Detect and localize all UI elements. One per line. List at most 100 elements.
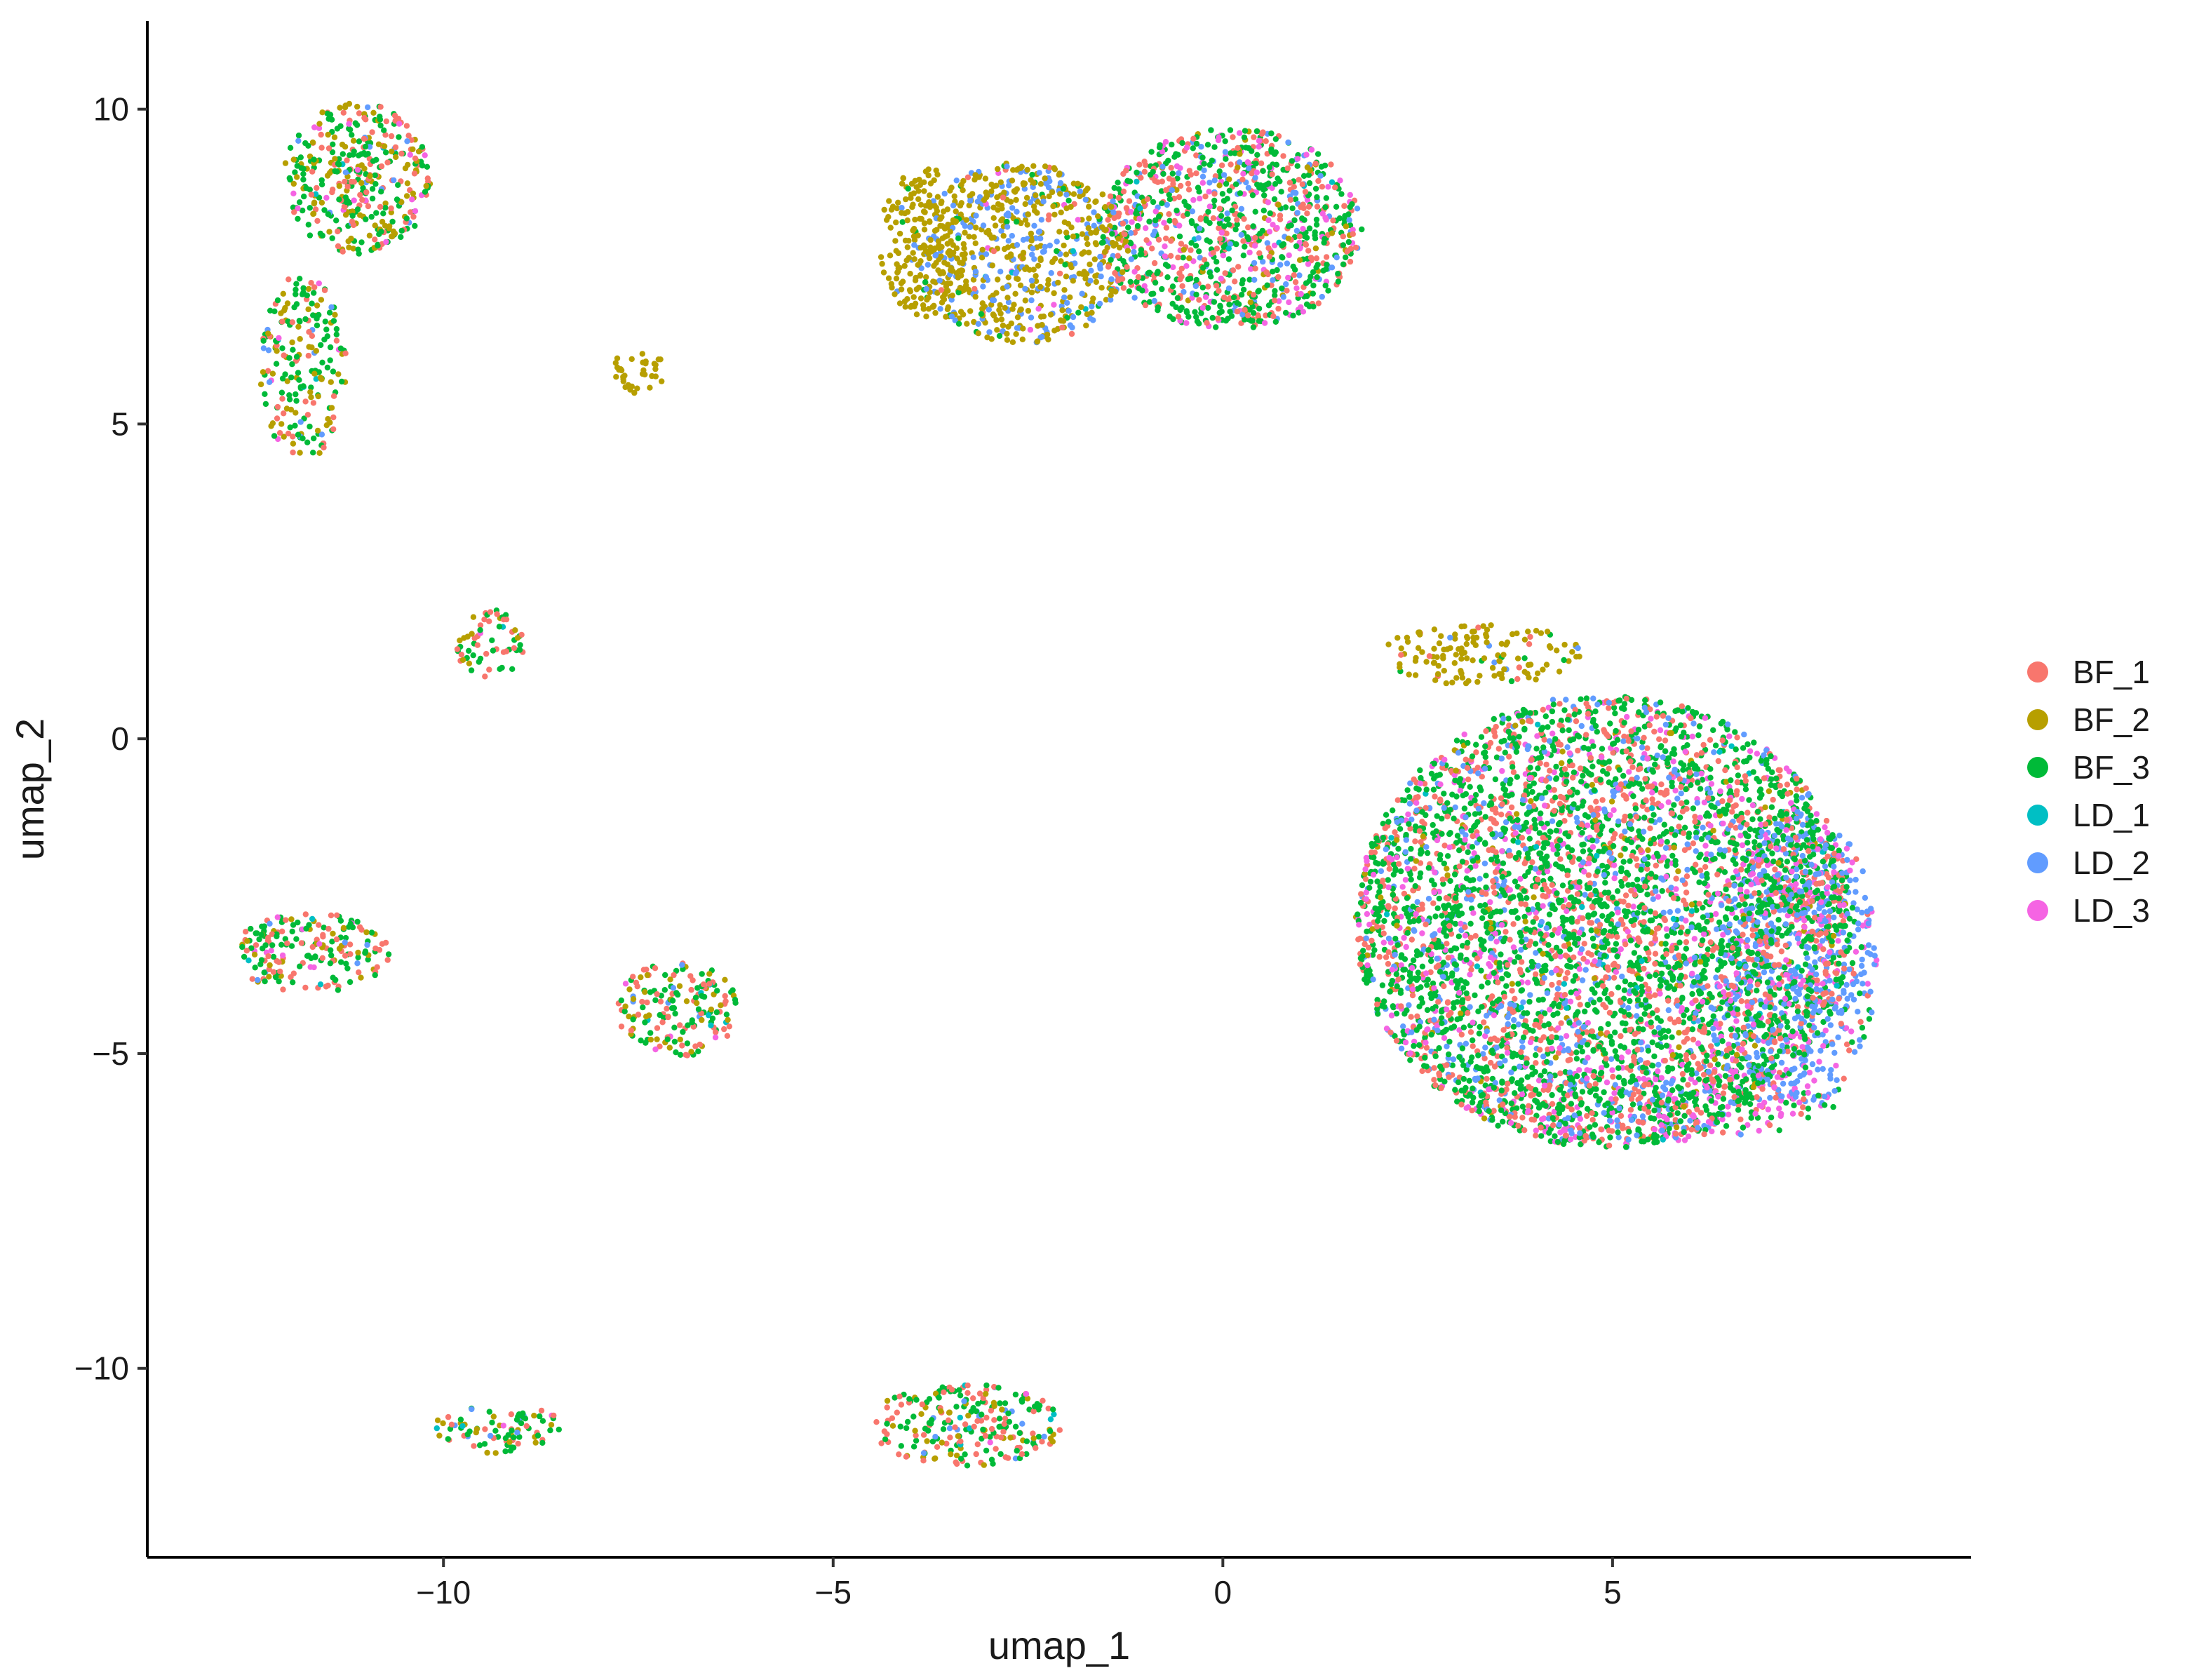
data-point [330, 930, 336, 937]
data-point [1314, 203, 1321, 210]
data-point [1419, 649, 1425, 655]
data-point [1005, 213, 1011, 219]
data-point [1432, 1082, 1439, 1089]
data-point [422, 152, 428, 159]
data-point [1500, 860, 1507, 866]
data-point [1540, 666, 1546, 673]
data-point [997, 310, 1004, 317]
data-point [1583, 1029, 1590, 1035]
data-point [1862, 894, 1869, 901]
data-point [1620, 772, 1627, 779]
data-point [1401, 1011, 1408, 1017]
data-point [1652, 992, 1658, 998]
data-point [1702, 856, 1709, 863]
data-point [1453, 675, 1460, 681]
data-point [1771, 815, 1778, 822]
data-point [1575, 1028, 1581, 1035]
data-point [1816, 1059, 1822, 1065]
data-point [1592, 1122, 1599, 1128]
data-point [393, 154, 399, 161]
data-point [1465, 777, 1472, 783]
data-point [278, 389, 285, 396]
data-point [1398, 1045, 1405, 1052]
data-point [1589, 739, 1595, 745]
data-point [282, 160, 289, 166]
data-point [1725, 929, 1731, 936]
data-point [1375, 918, 1381, 925]
data-point [1652, 950, 1659, 957]
data-point [1661, 821, 1667, 828]
data-point [293, 291, 299, 297]
data-point [1587, 920, 1593, 926]
data-point [1589, 935, 1596, 942]
data-point [1482, 814, 1488, 820]
data-point [274, 403, 281, 410]
data-point [1599, 913, 1606, 920]
data-point [321, 287, 328, 293]
data-point [333, 331, 339, 337]
data-point [1696, 879, 1702, 886]
data-point [894, 1409, 901, 1416]
data-point [1667, 908, 1673, 915]
data-point [1545, 784, 1552, 791]
data-point [1566, 750, 1573, 756]
data-point [314, 322, 321, 329]
data-point [1531, 894, 1537, 901]
data-point [1676, 824, 1682, 830]
data-point [1412, 672, 1419, 678]
data-point [1075, 180, 1081, 187]
data-point [1150, 199, 1157, 206]
data-point [923, 314, 929, 320]
data-point [1533, 971, 1539, 978]
data-point [1623, 748, 1629, 755]
data-point [305, 285, 312, 293]
data-point [955, 321, 962, 327]
data-point [1343, 223, 1350, 229]
data-point [396, 121, 403, 127]
data-point [953, 1404, 960, 1410]
data-point [1721, 1083, 1728, 1089]
data-point [1143, 237, 1150, 243]
data-point [1601, 1089, 1607, 1096]
data-point [1291, 217, 1298, 224]
data-point [1310, 282, 1317, 289]
data-point [1542, 777, 1549, 784]
data-point [1697, 867, 1704, 874]
data-point [1354, 206, 1361, 212]
data-point [1549, 818, 1556, 824]
data-point [1378, 868, 1385, 875]
data-point [1390, 807, 1396, 814]
data-point [1524, 979, 1531, 986]
data-point [1679, 925, 1685, 931]
data-point [1519, 987, 1526, 993]
data-point [1014, 208, 1020, 215]
data-point [1499, 975, 1505, 982]
data-point [1697, 786, 1704, 792]
data-point [1509, 988, 1515, 994]
data-point [1752, 962, 1759, 968]
data-point [1729, 809, 1735, 815]
data-point [1614, 1123, 1621, 1129]
data-point [1178, 241, 1185, 247]
data-point [1831, 869, 1837, 875]
data-point [1552, 1133, 1558, 1139]
data-point [1412, 823, 1419, 830]
data-point [1205, 208, 1211, 215]
data-point [1603, 1056, 1609, 1062]
data-point [474, 642, 480, 648]
data-point [384, 957, 391, 963]
data-point [1628, 697, 1635, 704]
data-point [1541, 737, 1547, 743]
data-point [1669, 1034, 1675, 1040]
data-point [1641, 1090, 1647, 1097]
data-point [306, 344, 312, 350]
data-point [996, 332, 1003, 340]
data-point [297, 963, 303, 969]
data-point [998, 316, 1005, 323]
data-point [1467, 800, 1474, 807]
data-point [1502, 749, 1508, 756]
data-point [1709, 953, 1716, 960]
data-point [986, 329, 993, 335]
data-point [1827, 949, 1833, 955]
data-point [1850, 900, 1857, 906]
